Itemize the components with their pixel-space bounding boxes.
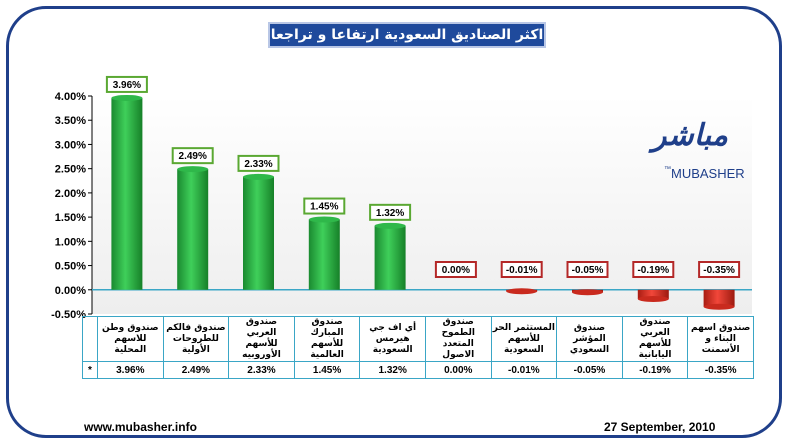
bar xyxy=(308,219,340,290)
data-label: 0.00% xyxy=(442,265,470,276)
y-tick-label: 2.00% xyxy=(55,188,86,200)
chart-title: اكثر الصناديق السعودية ارتفاعا و تراجعا xyxy=(268,22,546,48)
y-tick-label: 0.50% xyxy=(55,261,86,273)
data-label: -0.35% xyxy=(703,265,735,276)
data-label-box xyxy=(237,154,280,172)
y-tick-label: 1.50% xyxy=(55,212,86,224)
y-tick-label: 3.50% xyxy=(55,115,86,127)
y-tick-label: 3.00% xyxy=(55,139,86,151)
y-tick-label: -0.50% xyxy=(51,309,86,321)
y-tick-label: 0.00% xyxy=(55,285,86,297)
bars xyxy=(111,94,735,310)
data-label: 1.45% xyxy=(310,202,338,213)
data-label-box xyxy=(434,261,477,278)
category-name-cell: صندوق وطن للاسهم المحلية xyxy=(97,316,164,362)
category-value-cell: 3.96% xyxy=(97,361,164,379)
category-name-cell: صندوق المؤشر السعودي xyxy=(556,316,623,362)
website-footer[interactable]: www.mubasher.info xyxy=(84,420,197,434)
category-table: صندوق وطن للاسهم المحلية صندوق فالكم للطر… xyxy=(82,316,754,379)
data-label: 2.33% xyxy=(244,159,272,170)
data-label: 2.49% xyxy=(179,151,207,162)
data-label: -0.19% xyxy=(637,265,669,276)
logo-latin-text: ™MUBASHER xyxy=(664,166,745,181)
category-name-cell: صندوق الطموح المتعدد الاصول xyxy=(424,316,492,362)
category-name-cell: أي اف جي هيرمس السعودية xyxy=(359,316,426,362)
category-value-cell: 2.49% xyxy=(162,361,230,379)
data-label: -0.05% xyxy=(572,265,604,276)
bar xyxy=(374,225,406,290)
bar xyxy=(637,289,669,299)
category-value-cell: 2.33% xyxy=(228,361,295,379)
bar xyxy=(111,97,143,290)
y-tick-label: 4.00% xyxy=(55,91,86,103)
category-value-cell: -0.01% xyxy=(490,361,558,379)
data-label: 3.96% xyxy=(113,80,141,91)
data-label-box xyxy=(171,147,214,165)
bar xyxy=(703,289,735,307)
y-tick-label: 2.50% xyxy=(55,164,86,176)
category-value-cell: 1.45% xyxy=(293,361,361,379)
category-value-cell: -0.19% xyxy=(621,361,689,379)
bar-cap xyxy=(637,295,669,302)
bar xyxy=(177,169,209,290)
logo-arabic-text: مباشر xyxy=(652,118,728,153)
category-name-cell: صندوق المبارك للأسهم العالمية xyxy=(293,316,361,362)
table-marker-cell: * xyxy=(82,361,98,379)
category-value-cell: 1.32% xyxy=(359,361,426,379)
data-label-box xyxy=(105,75,148,93)
bar-cap xyxy=(177,166,209,173)
category-value-cell: -0.35% xyxy=(687,361,754,379)
table-marker-cell xyxy=(82,316,98,362)
data-label: -0.01% xyxy=(506,265,538,276)
category-name-cell: المستثمر الحر للأسهم السعودية xyxy=(490,316,558,362)
y-tick-label: 1.00% xyxy=(55,236,86,248)
category-name-cell: صندوق اسهم البناء و الأسمنت xyxy=(687,316,754,362)
data-label-box xyxy=(632,261,675,278)
data-label: 1.32% xyxy=(376,208,404,219)
data-label-box xyxy=(369,203,412,221)
data-label-box xyxy=(698,261,741,278)
category-name-cell: صندوق فالكم للطروحات الأولية xyxy=(162,316,230,362)
category-value-cell: 0.00% xyxy=(424,361,492,379)
category-names-row: صندوق وطن للاسهم المحلية صندوق فالكم للطر… xyxy=(82,316,754,362)
category-name-cell: صندوق العربي للأسهم الأوروبيه xyxy=(228,316,295,362)
bar-cap xyxy=(703,303,735,310)
bar-cap xyxy=(111,94,143,101)
bar-cap xyxy=(506,288,538,295)
bar-cap xyxy=(308,216,340,223)
data-labels: 3.96% 2.49% 2.33% 1.45% 1.32% 0.00% -0.01% -0.0… xyxy=(105,75,741,278)
date-footer: 27 September, 2010 xyxy=(604,420,716,434)
bar-cap xyxy=(572,289,603,296)
data-label-box xyxy=(303,197,346,215)
bar-cap xyxy=(374,222,406,229)
data-label-box xyxy=(566,261,609,278)
category-name-cell: صندوق العربي للأسهم اليابانية xyxy=(621,316,689,362)
mubasher-logo: مباشر ™MUBASHER xyxy=(644,114,752,188)
category-value-cell: -0.05% xyxy=(556,361,623,379)
bar xyxy=(243,176,274,290)
category-values-row: * 3.96% 2.49% 2.33% 1.45% 1.32% 0.00% -0.01% -0.… xyxy=(82,361,754,379)
data-label-box xyxy=(500,261,543,278)
bar-cap xyxy=(243,173,274,180)
